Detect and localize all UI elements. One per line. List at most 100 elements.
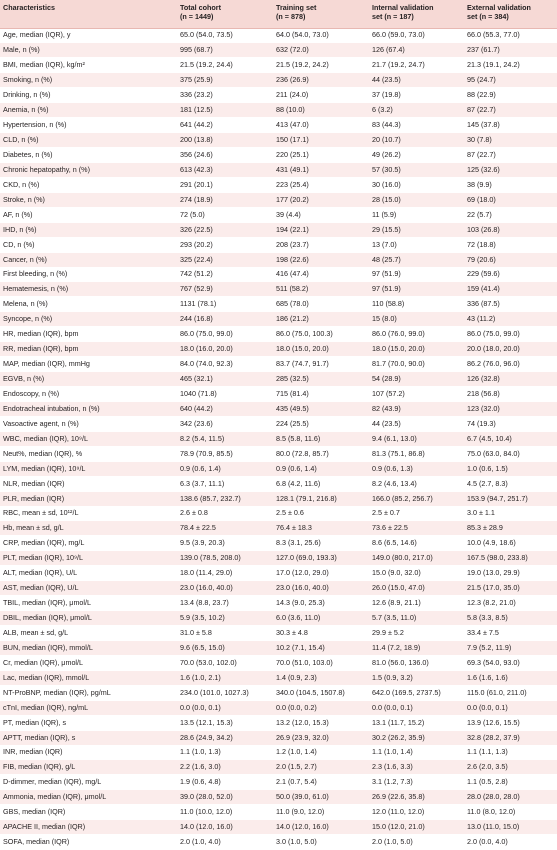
external-validation-cell: 85.3 ± 28.9	[463, 520, 557, 536]
total-cohort-cell: 39.0 (28.0, 52.0)	[176, 789, 272, 805]
total-cohort-cell: 742 (51.2)	[180, 269, 213, 279]
internal-validation-cell: 0.0 (0.0, 0.1)	[368, 700, 463, 716]
characteristic-cell: APACHE II, median (IQR)	[0, 819, 176, 835]
external-validation-cell: 237 (61.7)	[463, 42, 557, 58]
total-cohort-cell: 1.9 (0.6, 4.8)	[180, 777, 221, 787]
characteristic-cell: RR, median (IQR), bpm	[0, 341, 176, 357]
training-set-cell: 208 (23.7)	[276, 239, 309, 249]
table-row: Age, median (IQR), y 65.0 (54.0, 73.5) 64.…	[0, 28, 557, 43]
external-validation-cell: 1.1 (0.5, 2.8)	[467, 777, 508, 787]
training-set-cell: 416 (47.4)	[276, 269, 309, 279]
table-row: GBS, median (IQR) 11.0 (10.0, 12.0) 11.0 (…	[0, 805, 557, 820]
total-cohort-cell: 23.0 (16.0, 40.0)	[176, 580, 272, 596]
total-cohort-cell: 641 (44.2)	[180, 120, 213, 130]
external-validation-cell: 7.9 (5.2, 11.9)	[463, 640, 557, 656]
internal-validation-cell: 26.9 (22.6, 35.8)	[368, 789, 463, 805]
characteristic-cell: CD, n (%)	[3, 239, 35, 249]
header-total-cohort: Total cohort (n = 1449)	[176, 0, 272, 28]
training-set-cell: 2.5 ± 0.6	[276, 508, 304, 518]
internal-validation-cell: 37 (19.8)	[372, 90, 401, 100]
internal-validation-cell: 15 (8.0)	[368, 311, 463, 327]
internal-validation-cell: 82 (43.9)	[368, 401, 463, 417]
table-row: MAP, median (IQR), mmHg 84.0 (74.0, 92.3)…	[0, 357, 557, 372]
training-set-cell: 128.1 (79.1, 216.8)	[272, 491, 368, 506]
training-set-cell: 223 (25.4)	[276, 179, 309, 189]
training-set-cell: 413 (47.0)	[276, 120, 309, 130]
characteristic-cell: Male, n (%)	[0, 42, 176, 58]
external-validation-cell: 3.0 ± 1.1	[467, 508, 495, 518]
training-set-cell: 3.0 (1.0, 5.0)	[276, 837, 317, 847]
training-set-cell: 21.5 (19.2, 24.2)	[276, 60, 329, 70]
table-row: BUN, median (IQR), mmol/L 9.6 (6.5, 15.0)…	[0, 640, 557, 656]
table-row: ALT, median (IQR), U/L 18.0 (11.4, 29.0) 1…	[0, 566, 557, 581]
external-validation-cell: 126 (32.8)	[463, 371, 557, 387]
training-set-cell: 76.4 ± 18.3	[272, 520, 368, 536]
characteristic-cell: cTnI, median (IQR), ng/mL	[0, 700, 176, 716]
characteristic-cell: Chronic hepatopathy, n (%)	[0, 162, 176, 178]
internal-validation-cell: 44 (23.5)	[368, 72, 463, 88]
table-row: WBC, median (IQR), 10⁹/L 8.2 (5.4, 11.5) 8…	[0, 431, 557, 447]
table-row: APACHE II, median (IQR) 14.0 (12.0, 16.0)…	[0, 819, 557, 835]
table-row: First bleeding, n (%) 742 (51.2) 416 (47.4…	[0, 267, 557, 282]
characteristic-cell: First bleeding, n (%)	[3, 269, 68, 279]
training-set-cell: 80.0 (72.8, 85.7)	[276, 448, 329, 458]
characteristic-cell: AF, n (%)	[3, 209, 33, 219]
training-set-cell: 194 (22.1)	[272, 222, 368, 238]
table-row: PT, median (IQR), s 13.5 (12.1, 15.3) 13.2…	[0, 715, 557, 731]
characteristic-cell: LYM, median (IQR), 10⁹/L	[0, 461, 176, 477]
characteristic-cell: Smoking, n (%)	[0, 72, 176, 88]
training-set-cell: 17.0 (12.0, 29.0)	[276, 568, 329, 578]
internal-validation-cell: 20 (10.7)	[368, 132, 463, 148]
training-set-cell: 1.2 (1.0, 1.4)	[276, 747, 317, 757]
external-validation-cell: 153.9 (94.7, 251.7)	[463, 491, 557, 506]
total-cohort-cell: 181 (12.5)	[176, 102, 272, 118]
external-validation-cell: 87 (22.7)	[463, 102, 557, 118]
characteristic-cell: HR, median (IQR), bpm	[3, 329, 79, 339]
internal-validation-cell: 29.9 ± 5.2	[372, 627, 404, 637]
total-cohort-cell: 1040 (71.8)	[180, 388, 217, 398]
characteristic-cell: APTT, median (IQR), s	[0, 730, 176, 745]
table-row: Endoscopy, n (%) 1040 (71.8) 715 (81.4) 107…	[0, 387, 557, 402]
training-set-cell: 6.0 (3.6, 11.0)	[272, 610, 368, 626]
external-validation-cell: 28.0 (28.0, 28.0)	[463, 789, 557, 805]
external-validation-cell: 145 (37.8)	[467, 120, 500, 130]
external-validation-cell: 38 (9.9)	[467, 179, 492, 189]
external-validation-cell: 88 (22.9)	[467, 90, 496, 100]
external-validation-cell: 95 (24.7)	[463, 72, 557, 88]
total-cohort-cell: 78.4 ± 22.5	[176, 520, 272, 536]
characteristic-cell: CKD, n (%)	[3, 179, 40, 189]
external-validation-cell: 66.0 (55.3, 77.0)	[467, 30, 520, 40]
training-set-cell: 236 (26.9)	[272, 72, 368, 88]
characteristic-cell: Anemia, n (%)	[0, 102, 176, 118]
characteristic-cell: Hypertension, n (%)	[3, 120, 67, 130]
external-validation-cell: 75.0 (63.0, 84.0)	[467, 448, 520, 458]
external-validation-cell: 125 (32.6)	[463, 162, 557, 178]
table-row: Hematemesis, n (%) 767 (52.9) 511 (58.2) 97…	[0, 281, 557, 297]
training-set-cell: 715 (81.4)	[276, 388, 309, 398]
characteristic-cell: AST, median (IQR), U/L	[0, 580, 176, 596]
external-validation-cell: 115.0 (61.0, 211.0)	[467, 687, 527, 697]
training-set-cell: 435 (49.5)	[272, 401, 368, 417]
external-validation-cell: 218 (56.8)	[467, 388, 500, 398]
total-cohort-cell: 995 (68.7)	[176, 42, 272, 58]
total-cohort-cell: 291 (20.1)	[180, 179, 213, 189]
characteristic-cell: ALB, mean ± sd, g/L	[3, 627, 69, 637]
total-cohort-cell: 2.0 (1.0, 4.0)	[180, 837, 221, 847]
table-row: cTnI, median (IQR), ng/mL 0.0 (0.0, 0.1) 0…	[0, 700, 557, 716]
internal-validation-cell: 5.7 (3.5, 11.0)	[368, 610, 463, 626]
total-cohort-cell: 2.2 (1.6, 3.0)	[176, 759, 272, 775]
table-row: FIB, median (IQR), g/L 2.2 (1.6, 3.0) 2.0 …	[0, 759, 557, 775]
table-row: Syncope, n (%) 244 (16.8) 186 (21.2) 15 (8.…	[0, 311, 557, 327]
training-set-cell: 511 (58.2)	[272, 281, 368, 297]
internal-validation-cell: 2.3 (1.6, 3.3)	[368, 759, 463, 775]
internal-validation-cell: 81.3 (75.1, 86.8)	[372, 448, 425, 458]
external-validation-cell: 229 (59.6)	[467, 269, 500, 279]
external-validation-cell: 2.0 (0.0, 4.0)	[467, 837, 508, 847]
total-cohort-cell: 84.0 (74.0, 92.3)	[180, 359, 233, 369]
external-validation-cell: 13.0 (11.0, 15.0)	[463, 819, 557, 835]
total-cohort-cell: 356 (24.6)	[180, 149, 213, 159]
training-set-cell: 39 (4.4)	[276, 209, 301, 219]
table-row: Diabetes, n (%) 356 (24.6) 220 (25.1) 49 (2…	[0, 148, 557, 163]
internal-validation-cell: 73.6 ± 22.5	[368, 520, 463, 536]
